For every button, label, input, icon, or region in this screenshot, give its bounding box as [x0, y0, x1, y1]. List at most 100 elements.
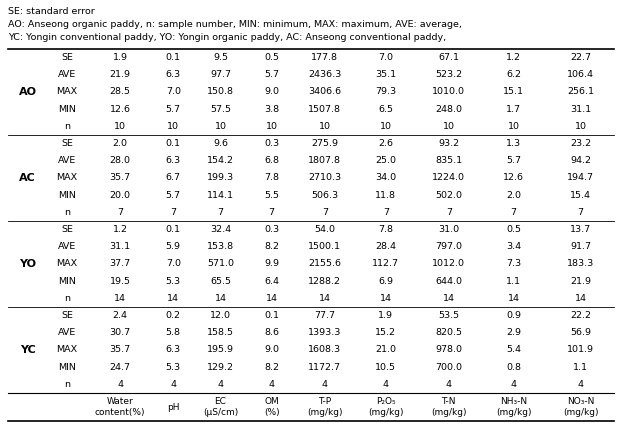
Text: 1507.8: 1507.8	[308, 105, 341, 114]
Text: 3.4: 3.4	[506, 242, 521, 251]
Text: AVE: AVE	[58, 156, 76, 165]
Text: 4: 4	[268, 380, 275, 389]
Text: 6.5: 6.5	[378, 105, 393, 114]
Text: 835.1: 835.1	[435, 156, 463, 165]
Text: 4: 4	[578, 380, 583, 389]
Text: 5.3: 5.3	[166, 277, 181, 286]
Text: 0.8: 0.8	[506, 363, 521, 372]
Text: Water
content(%): Water content(%)	[95, 397, 146, 417]
Text: 6.4: 6.4	[264, 277, 279, 286]
Text: 28.5: 28.5	[110, 88, 131, 97]
Text: 1.2: 1.2	[506, 53, 521, 62]
Text: 5.8: 5.8	[166, 328, 181, 337]
Text: 0.3: 0.3	[264, 225, 279, 234]
Text: 700.0: 700.0	[435, 363, 463, 372]
Text: 12.6: 12.6	[110, 105, 131, 114]
Text: 5.7: 5.7	[506, 156, 521, 165]
Text: 23.2: 23.2	[570, 139, 591, 148]
Text: 5.4: 5.4	[506, 345, 521, 354]
Text: 8.2: 8.2	[264, 363, 279, 372]
Text: 5.3: 5.3	[166, 363, 181, 372]
Text: 153.8: 153.8	[207, 242, 234, 251]
Text: 1172.7: 1172.7	[308, 363, 341, 372]
Text: 506.3: 506.3	[311, 191, 339, 200]
Text: 2.9: 2.9	[506, 328, 521, 337]
Text: 820.5: 820.5	[435, 328, 463, 337]
Text: 14: 14	[508, 294, 520, 303]
Text: 35.7: 35.7	[110, 173, 131, 182]
Text: 106.4: 106.4	[567, 70, 594, 79]
Text: 21.9: 21.9	[110, 70, 131, 79]
Text: MIN: MIN	[58, 191, 76, 200]
Text: 32.4: 32.4	[210, 225, 231, 234]
Text: 1.7: 1.7	[506, 105, 521, 114]
Text: 1608.3: 1608.3	[308, 345, 342, 354]
Text: 7: 7	[268, 208, 275, 217]
Text: 14: 14	[114, 294, 126, 303]
Text: 1288.2: 1288.2	[308, 277, 341, 286]
Text: 97.7: 97.7	[210, 70, 231, 79]
Text: 31.1: 31.1	[570, 105, 591, 114]
Text: 0.5: 0.5	[264, 53, 279, 62]
Text: 8.6: 8.6	[264, 328, 279, 337]
Text: 112.7: 112.7	[372, 260, 399, 269]
Text: 9.9: 9.9	[264, 260, 279, 269]
Text: AO: Anseong organic paddy, n: sample number, MIN: minimum, MAX: maximum, AVE: av: AO: Anseong organic paddy, n: sample num…	[8, 20, 462, 29]
Text: 54.0: 54.0	[314, 225, 335, 234]
Text: YC: Yongin conventional paddy, YO: Yongin organic paddy, AC: Anseong conventiona: YC: Yongin conventional paddy, YO: Yongi…	[8, 33, 446, 42]
Text: 1.3: 1.3	[506, 139, 521, 148]
Text: 10: 10	[319, 122, 331, 131]
Text: 31.0: 31.0	[438, 225, 459, 234]
Text: 0.3: 0.3	[264, 139, 279, 148]
Text: 199.3: 199.3	[207, 173, 234, 182]
Text: 4: 4	[383, 380, 389, 389]
Text: 28.4: 28.4	[375, 242, 396, 251]
Text: 3.8: 3.8	[264, 105, 279, 114]
Text: 2.0: 2.0	[113, 139, 128, 148]
Text: SE: SE	[61, 311, 73, 320]
Text: 10: 10	[508, 122, 520, 131]
Text: 7.3: 7.3	[506, 260, 521, 269]
Text: 25.0: 25.0	[375, 156, 396, 165]
Text: 28.0: 28.0	[110, 156, 131, 165]
Text: MIN: MIN	[58, 277, 76, 286]
Text: 22.7: 22.7	[570, 53, 591, 62]
Text: MAX: MAX	[56, 260, 78, 269]
Text: 7: 7	[322, 208, 328, 217]
Text: 4: 4	[218, 380, 223, 389]
Text: 4: 4	[117, 380, 123, 389]
Text: 57.5: 57.5	[210, 105, 231, 114]
Text: 0.1: 0.1	[264, 311, 279, 320]
Text: EC
(μS/cm): EC (μS/cm)	[203, 397, 238, 417]
Text: SE: SE	[61, 53, 73, 62]
Text: 158.5: 158.5	[207, 328, 234, 337]
Text: 22.2: 22.2	[570, 311, 591, 320]
Text: 14: 14	[443, 294, 454, 303]
Text: 14: 14	[215, 294, 226, 303]
Text: 7: 7	[170, 208, 176, 217]
Text: 20.0: 20.0	[110, 191, 131, 200]
Text: 30.7: 30.7	[110, 328, 131, 337]
Text: AC: AC	[19, 173, 36, 183]
Text: 256.1: 256.1	[567, 88, 594, 97]
Text: 2.4: 2.4	[113, 311, 128, 320]
Text: 14: 14	[265, 294, 278, 303]
Text: 3406.6: 3406.6	[308, 88, 342, 97]
Text: 5.5: 5.5	[264, 191, 279, 200]
Text: SE: SE	[61, 225, 73, 234]
Text: 195.9: 195.9	[207, 345, 234, 354]
Text: AO: AO	[19, 87, 37, 97]
Text: SE: standard error: SE: standard error	[8, 7, 95, 16]
Text: 1.1: 1.1	[506, 277, 521, 286]
Text: 523.2: 523.2	[435, 70, 463, 79]
Text: 12.6: 12.6	[503, 173, 524, 182]
Text: 10: 10	[114, 122, 126, 131]
Text: 2710.3: 2710.3	[308, 173, 342, 182]
Text: 0.1: 0.1	[166, 139, 181, 148]
Text: 21.0: 21.0	[375, 345, 396, 354]
Text: 2436.3: 2436.3	[308, 70, 342, 79]
Text: AVE: AVE	[58, 242, 76, 251]
Text: 1.9: 1.9	[113, 53, 128, 62]
Text: 10: 10	[380, 122, 392, 131]
Text: MIN: MIN	[58, 105, 76, 114]
